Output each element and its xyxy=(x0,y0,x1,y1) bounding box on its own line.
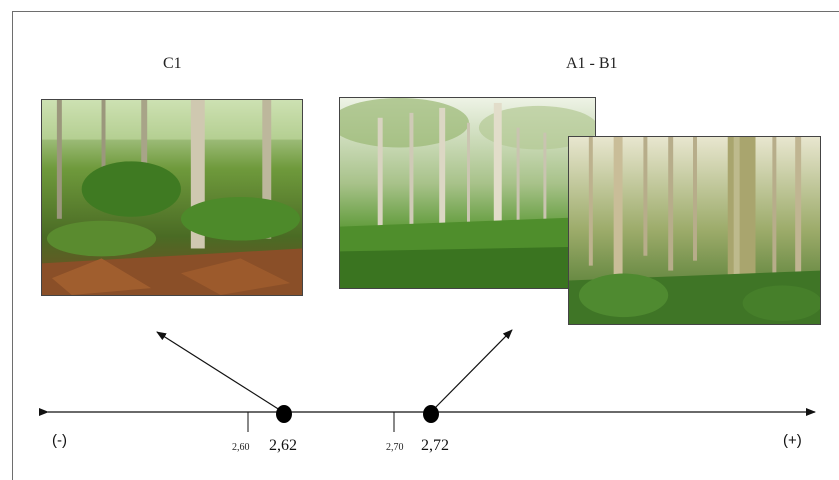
tree-plantation-grass-photo xyxy=(339,97,596,289)
negative-end-label: (-) xyxy=(52,432,67,449)
point-label-2-72: 2,72 xyxy=(421,437,449,454)
tick-label-2-60: 2,60 xyxy=(232,442,250,453)
tree-plantation-trunk-photo xyxy=(568,136,821,325)
tick-label-2-70: 2,70 xyxy=(386,442,404,453)
group-label-a1-b1: A1 - B1 xyxy=(566,55,618,72)
group-label-c1: C1 xyxy=(163,55,182,72)
forest-understory-photo xyxy=(41,99,303,296)
arrow-to-c1 xyxy=(156,331,284,413)
point-2-62 xyxy=(276,405,292,423)
point-2-72 xyxy=(423,405,439,423)
positive-end-label: (+) xyxy=(783,432,802,449)
point-label-2-62: 2,62 xyxy=(269,437,297,454)
arrow-to-a1-b1 xyxy=(430,329,513,413)
